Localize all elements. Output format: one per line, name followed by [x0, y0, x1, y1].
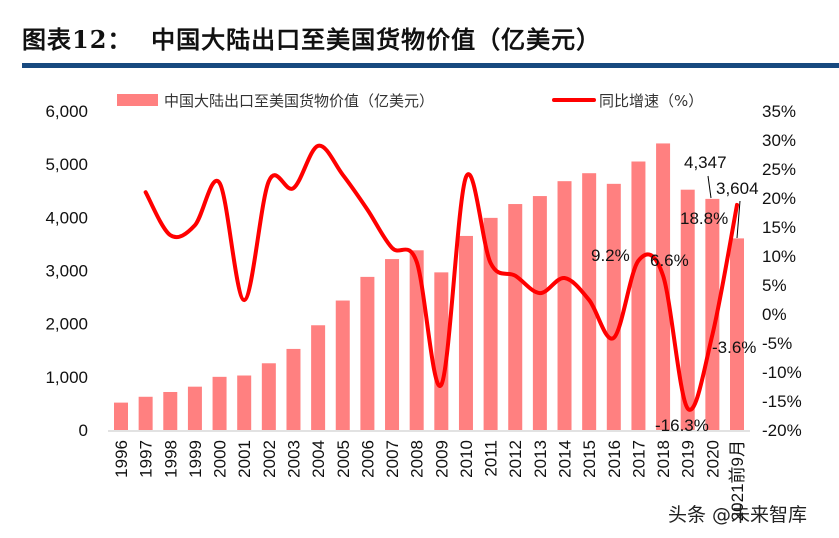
chart-title: 图表12： 中国大陆出口至美国货物价值（亿美元） [22, 25, 602, 54]
x-axis-tick: 2009 [432, 440, 451, 478]
bar-2021前9月 [730, 238, 744, 430]
bar-1997 [138, 396, 153, 430]
x-axis-tick: 2019 [679, 440, 698, 478]
left-axis-tick: 2,000 [45, 315, 88, 334]
x-axis-tick: 2004 [309, 440, 328, 478]
x-axis-tick: 2013 [531, 440, 550, 478]
bar-2010 [458, 235, 473, 430]
title-divider [22, 63, 839, 68]
leader-line [736, 200, 741, 239]
right-axis-tick: 0% [762, 305, 787, 324]
x-axis-tick: 2017 [629, 440, 648, 478]
bar-2001 [237, 375, 252, 430]
legend-line-label: 同比增速（%） [599, 92, 703, 110]
x-axis-tick: 2006 [358, 440, 377, 478]
right-axis-tick: 20% [762, 189, 796, 208]
x-axis-tick: 2016 [605, 440, 624, 478]
bar-2000 [212, 376, 227, 430]
bar-2006 [360, 276, 375, 430]
x-axis-tick: 2008 [408, 440, 427, 478]
x-axis-tick: 2021前9月 [728, 440, 747, 521]
bar-2007 [385, 259, 400, 430]
left-axis-tick: 3,000 [45, 262, 88, 281]
x-axis-tick: 2003 [284, 440, 303, 478]
bar-2008 [409, 250, 424, 430]
x-axis-tick: 1996 [112, 440, 131, 478]
right-axis-tick: -10% [762, 363, 802, 382]
bar-2004 [311, 325, 326, 430]
bar-2003 [286, 348, 301, 430]
legend-bar-swatch [117, 94, 158, 106]
bar-2012 [508, 204, 523, 430]
data-label: 4,347 [684, 153, 727, 172]
bar-2005 [335, 300, 350, 430]
x-axis-tick: 2005 [334, 440, 353, 478]
watermark: 头条 @未来智库 [668, 504, 808, 526]
bar-2009 [434, 272, 449, 430]
x-axis-tick: 2018 [654, 440, 673, 478]
x-axis-tick: 1997 [137, 440, 156, 478]
left-axis-tick: 1,000 [45, 368, 88, 387]
x-axis-tick: 2000 [211, 440, 230, 478]
x-axis-tick: 2001 [235, 440, 254, 478]
leader-line [707, 175, 712, 199]
right-axis-tick: 15% [762, 218, 796, 237]
bar-2019 [680, 189, 695, 430]
left-axis-tick: 6,000 [45, 102, 88, 121]
x-axis-tick: 2002 [260, 440, 279, 478]
bar-2017 [631, 161, 646, 430]
x-axis-tick: 2012 [506, 440, 525, 478]
right-axis-tick: -5% [762, 334, 792, 353]
right-axis-tick: 10% [762, 247, 796, 266]
bar-2013 [532, 196, 547, 430]
right-axis-tick: -15% [762, 392, 802, 411]
left-axis-tick: 5,000 [45, 155, 88, 174]
bar-1996 [114, 402, 128, 430]
data-label: 3,604 [716, 179, 759, 198]
right-axis-tick: 35% [762, 102, 796, 121]
bar-2002 [261, 363, 276, 430]
x-axis-tick: 1998 [161, 440, 180, 478]
bar-2014 [557, 181, 572, 430]
right-axis-tick: 25% [762, 160, 796, 179]
bar-1999 [187, 386, 202, 430]
legend-bar-label: 中国大陆出口至美国货物价值（亿美元） [164, 92, 434, 110]
x-axis-tick: 2011 [482, 440, 501, 477]
bar-2018 [656, 143, 671, 430]
data-label: 18.8% [680, 209, 728, 228]
left-axis-tick: 0 [79, 421, 88, 440]
bar-2020 [705, 198, 720, 430]
right-axis-tick: -20% [762, 421, 802, 440]
growth-line [143, 143, 739, 412]
x-axis-tick: 2020 [703, 440, 722, 478]
data-label: 9.2% [591, 246, 630, 265]
data-label: 6.6% [650, 251, 689, 270]
left-axis-tick: 4,000 [45, 208, 88, 227]
x-axis-tick: 2007 [383, 440, 402, 478]
data-label: -3.6% [712, 338, 756, 357]
data-label: -16.3% [655, 416, 709, 435]
x-axis-tick: 1999 [186, 440, 205, 478]
bar-1998 [163, 391, 178, 430]
x-axis-tick: 2010 [457, 440, 476, 478]
x-axis-tick: 2015 [580, 440, 599, 478]
x-axis-tick: 2014 [556, 440, 575, 478]
bar-2016 [606, 183, 621, 430]
right-axis-tick: 30% [762, 131, 796, 150]
right-axis-tick: 5% [762, 276, 787, 295]
